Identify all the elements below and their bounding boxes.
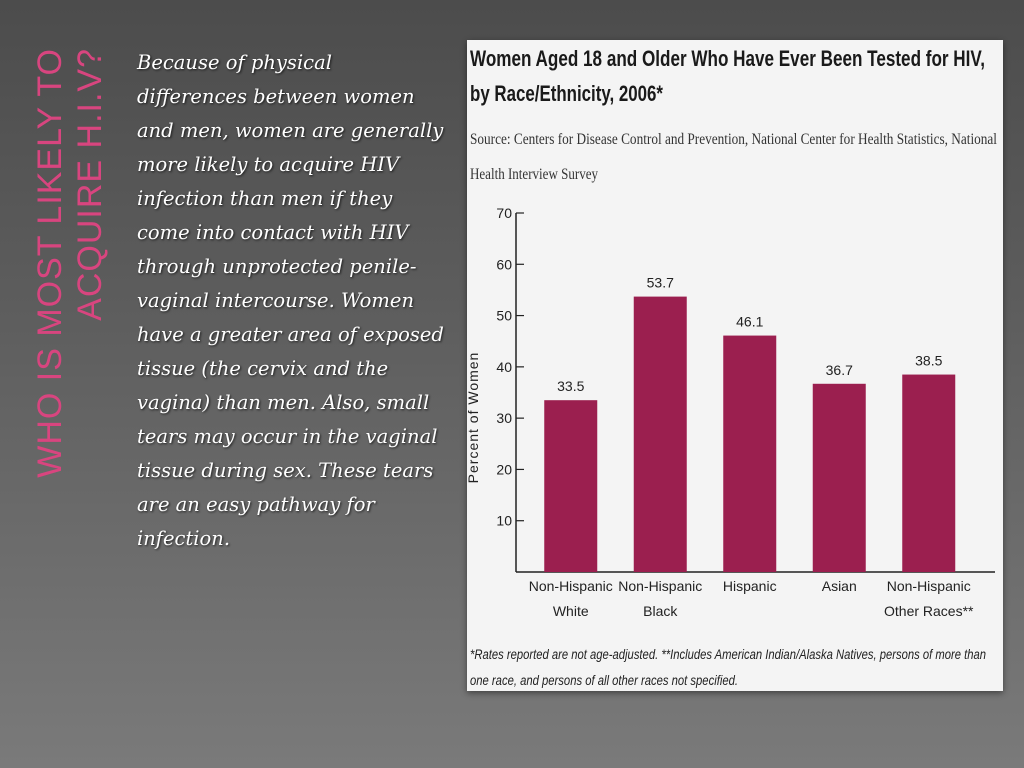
y-tick-label: 10	[496, 513, 512, 529]
category-label: Non-Hispanic	[529, 578, 613, 594]
category-label: White	[553, 603, 589, 619]
category-label: Non-Hispanic	[618, 578, 702, 594]
bar-value-label: 33.5	[557, 378, 584, 394]
category-label: Black	[643, 603, 678, 619]
chart-footnote-line-1: *Rates reported are not age-adjusted. **…	[470, 647, 986, 662]
chart-footnote-line-2: one race, and persons of all other races…	[470, 673, 738, 688]
bar	[812, 383, 866, 572]
y-tick-label: 20	[496, 461, 512, 477]
bar-value-label: 46.1	[736, 314, 763, 330]
category-label: Hispanic	[723, 578, 777, 594]
bar	[633, 296, 687, 572]
y-tick-label: 30	[496, 410, 512, 426]
y-tick-label: 40	[496, 359, 512, 375]
bar	[544, 400, 598, 572]
body-text: Because of physical differences between …	[137, 51, 444, 550]
category-label: Asian	[822, 578, 857, 594]
bar	[723, 335, 777, 572]
bar-value-label: 36.7	[826, 362, 853, 378]
chart-title-line-1: Women Aged 18 and Older Who Have Ever Be…	[470, 46, 985, 71]
plot-area: 10 20 30 40 50 60 70 Percent of Women 33.5 Non-Hi…	[467, 205, 995, 619]
bar-chart: Women Aged 18 and Older Who Have Ever Be…	[467, 46, 997, 688]
bar	[902, 374, 956, 572]
chart-title-line-2: by Race/Ethnicity, 2006*	[470, 81, 663, 106]
category-label: Other Races**	[884, 603, 974, 619]
chart-source-line-1: Source: Centers for Disease Control and …	[470, 131, 997, 148]
bar-value-label: 53.7	[647, 275, 674, 291]
slide-title: Who is most likely to acquire H.I.V?	[31, 48, 109, 478]
chart-source-line-2: Health Interview Survey	[470, 166, 598, 183]
y-tick-label: 50	[496, 308, 512, 324]
category-label: Non-Hispanic	[887, 578, 971, 594]
y-axis-label: Percent of Women	[467, 352, 481, 484]
chart-panel: Women Aged 18 and Older Who Have Ever Be…	[467, 40, 1003, 691]
y-tick-label: 70	[496, 205, 512, 221]
bar-value-label: 38.5	[915, 353, 942, 369]
y-tick-label: 60	[496, 256, 512, 272]
